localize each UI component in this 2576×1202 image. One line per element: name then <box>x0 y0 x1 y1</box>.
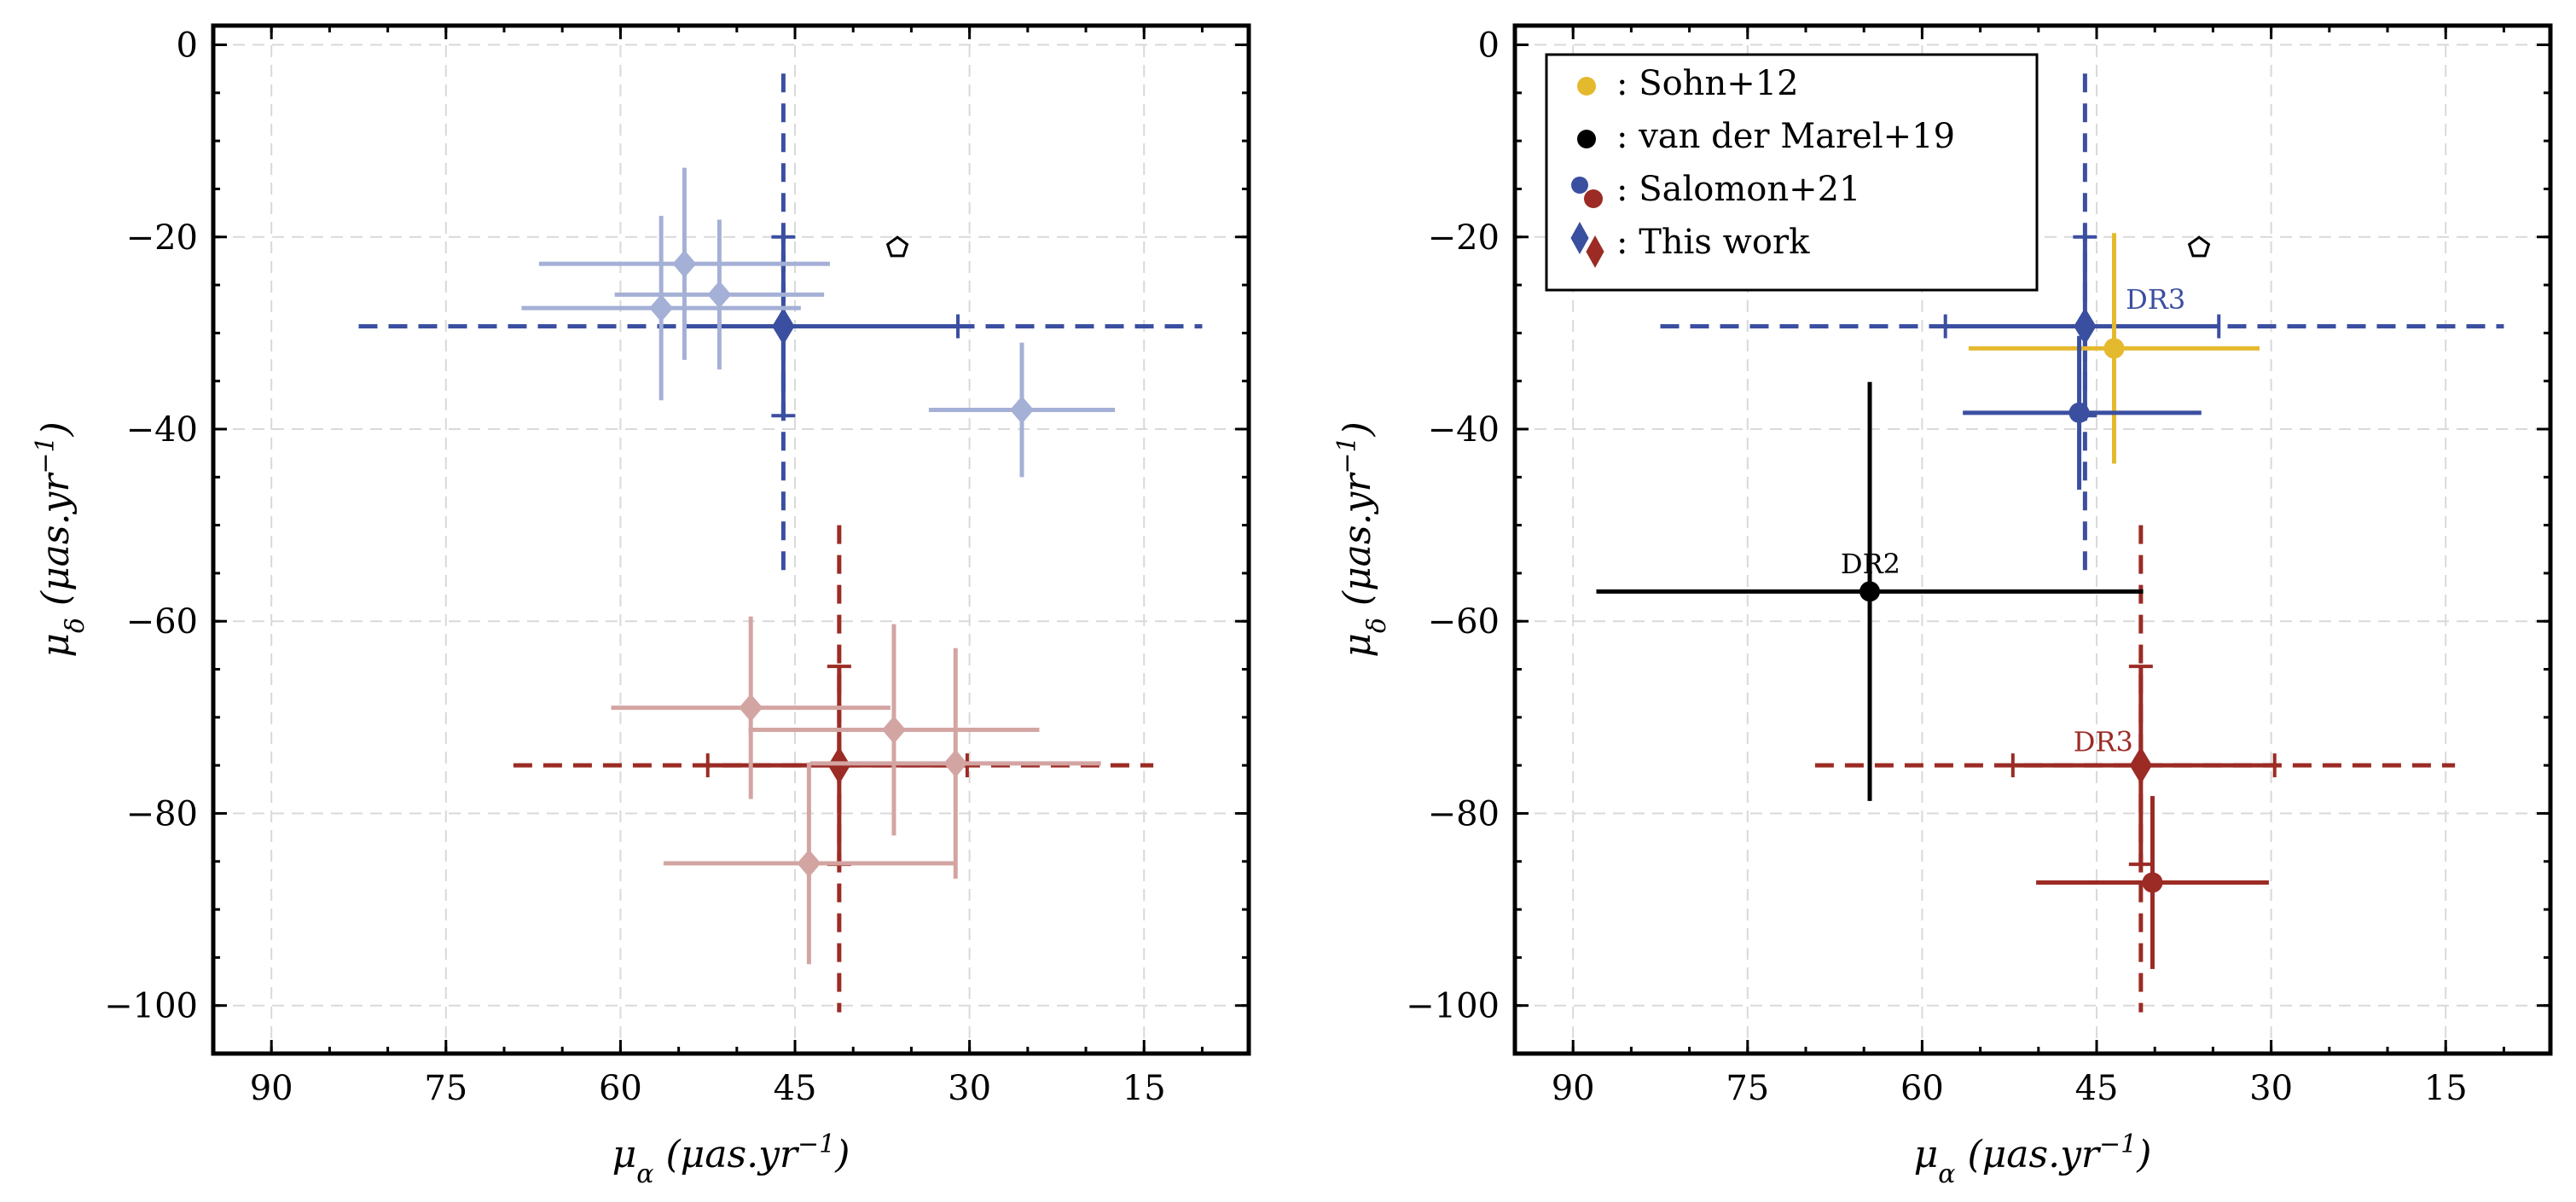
x-tick-label: 60 <box>1900 1069 1944 1108</box>
x-tick-label: 45 <box>774 1069 817 1108</box>
legend-label: : Sohn+12 <box>1616 64 1799 103</box>
series-sohn <box>1968 233 2260 464</box>
data-point-marker <box>649 293 674 322</box>
series-red-faded <box>611 616 1101 965</box>
y-tick-label: −100 <box>104 987 198 1026</box>
x-tick-label: 30 <box>2249 1069 2293 1108</box>
x-tick-label: 15 <box>2424 1069 2468 1108</box>
data-point-marker <box>707 281 732 309</box>
annotation-label: DR3 <box>2126 283 2185 316</box>
y-tick-label: −60 <box>1428 602 1500 642</box>
plot-frame <box>1512 23 2553 1056</box>
legend-box <box>1545 53 2039 292</box>
series-reference-point <box>885 235 909 258</box>
y-tick-label: 0 <box>177 26 198 66</box>
plot-area <box>358 73 1203 1013</box>
annotation-label: DR2 <box>1841 548 1900 580</box>
legend-item: : This work <box>1570 221 1810 269</box>
legend-marker <box>1577 130 1596 148</box>
data-point-marker <box>2142 872 2163 893</box>
x-tick-label: 90 <box>1552 1069 1595 1108</box>
data-point-marker <box>881 716 906 744</box>
grid <box>1515 26 2550 1054</box>
y-tick-label: 0 <box>1478 26 1500 66</box>
legend: : Sohn+12 : van der Marel+19 : Salomon+21:… <box>1545 53 2039 292</box>
legend-label: : Salomon+21 <box>1616 170 1861 209</box>
data-point-marker <box>2074 307 2097 346</box>
y-tick-label: −20 <box>126 218 198 258</box>
chart-panel-2: 90 75 60 45 30 15 0 −20 −40 −60 −80 −100 μα (μas.yr−… <box>1332 23 2553 1189</box>
legend-label: : van der Marel+19 <box>1616 117 1955 156</box>
y-axis-label: μδ (μas.yr−1) <box>31 421 90 658</box>
series-salomon-red <box>2036 796 2269 969</box>
legend-marker <box>1577 77 1596 96</box>
reference-point-marker <box>885 235 909 258</box>
series-this-work-red-main <box>513 525 1154 1013</box>
ticks <box>212 26 1249 1054</box>
series-blue-faded <box>521 167 1116 478</box>
y-tick-label: −20 <box>1428 218 1500 258</box>
y-tick-label: −80 <box>1428 794 1500 833</box>
legend-item: : van der Marel+19 <box>1577 117 1955 156</box>
x-tick-label: 15 <box>1123 1069 1166 1108</box>
data-point-marker <box>2103 338 2125 359</box>
y-axis-label: μδ (μas.yr−1) <box>1332 421 1392 658</box>
x-tick-label: 90 <box>250 1069 293 1108</box>
data-point-marker <box>2068 402 2090 423</box>
data-point-marker <box>772 307 795 346</box>
series-van-der-marel <box>1596 381 2144 801</box>
x-tick-label: 75 <box>1726 1069 1769 1108</box>
data-point-marker <box>672 249 697 278</box>
series-salomon-blue <box>1963 335 2202 490</box>
data-point-marker <box>2129 746 2153 785</box>
data-point-marker <box>1859 581 1881 602</box>
series-this-work-blue <box>1660 73 2504 578</box>
legend-marker <box>1571 177 1588 194</box>
x-axis-label: μα (μas.yr−1) <box>612 1129 850 1189</box>
data-point-marker <box>797 849 821 878</box>
chart-panel-1: 90 75 60 45 30 15 0 −20 −40 −60 −80 −100 μα (μas.yr−… <box>31 23 1251 1189</box>
series-this-work-blue-main <box>358 73 1203 578</box>
annotation-label: DR3 <box>2074 725 2133 758</box>
x-tick-label: 30 <box>948 1069 991 1108</box>
grid <box>213 26 1249 1054</box>
series-this-work-red <box>1814 525 2456 1013</box>
x-axis-label: μα (μas.yr−1) <box>1914 1129 2152 1189</box>
y-tick-label: −80 <box>126 794 198 833</box>
plot-area <box>1596 73 2504 1013</box>
y-tick-label: −40 <box>126 410 198 450</box>
legend-marker <box>1584 189 1603 208</box>
legend-item: : Sohn+12 <box>1577 64 1799 103</box>
data-point-marker <box>943 749 968 778</box>
y-tick-label: −100 <box>1406 987 1500 1026</box>
plot-frame <box>211 23 1251 1056</box>
y-tick-label: −60 <box>126 602 198 642</box>
x-tick-label: 60 <box>599 1069 642 1108</box>
x-tick-label: 45 <box>2075 1069 2119 1108</box>
y-tick-label: −40 <box>1428 410 1500 450</box>
series-reference-point <box>2187 235 2211 258</box>
legend-marker <box>1570 221 1589 255</box>
legend-label: : This work <box>1616 223 1810 262</box>
legend-marker <box>1586 235 1604 269</box>
reference-point-marker <box>2187 235 2211 258</box>
legend-item: : Salomon+21 <box>1571 170 1861 209</box>
data-point-marker <box>739 694 763 722</box>
data-point-marker <box>1010 396 1034 424</box>
ticks <box>1513 26 2550 1054</box>
x-tick-label: 75 <box>424 1069 467 1108</box>
